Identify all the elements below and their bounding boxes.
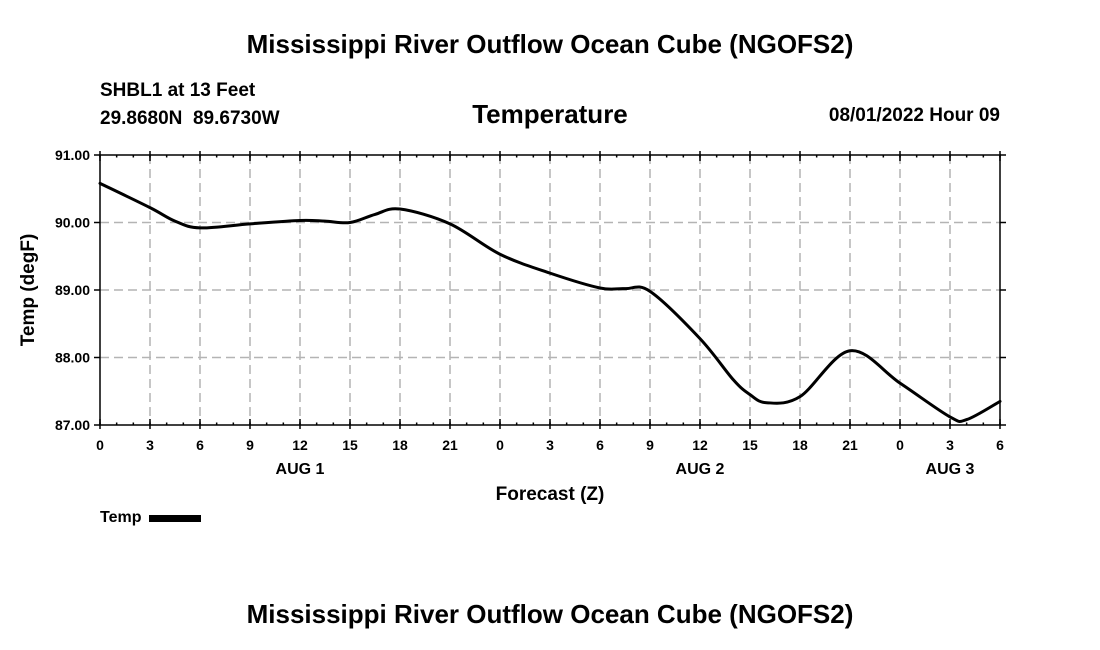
station-name: SHBL1 at 13 Feet bbox=[100, 80, 256, 101]
x-tick-label: 21 bbox=[442, 437, 458, 453]
y-tick-label: 87.00 bbox=[55, 417, 90, 433]
legend-line-swatch bbox=[149, 514, 202, 522]
legend-label: Temp bbox=[100, 509, 142, 526]
temp-series-line bbox=[98, 181, 1002, 423]
x-tick-label: 0 bbox=[896, 437, 904, 453]
station-info: SHBL1 at 13 Feet 29.8680N 89.6730W bbox=[100, 77, 280, 133]
grid-layer bbox=[100, 155, 1000, 425]
y-axis-title: Temp (degF) bbox=[18, 234, 39, 347]
x-tick-label: 12 bbox=[292, 437, 308, 453]
x-tick-label: 15 bbox=[742, 437, 758, 453]
x-day-label: AUG 3 bbox=[926, 461, 975, 478]
x-tick-label: 6 bbox=[196, 437, 204, 453]
x-tick-label: 18 bbox=[792, 437, 808, 453]
x-day-label: AUG 1 bbox=[276, 461, 325, 478]
forecast-datetime: 08/01/2022 Hour 09 bbox=[828, 105, 1000, 126]
y-tick-label: 90.00 bbox=[55, 215, 90, 231]
x-tick-label: 21 bbox=[842, 437, 858, 453]
x-day-label: AUG 2 bbox=[676, 461, 725, 478]
legend: Temp bbox=[100, 509, 202, 527]
x-tick-label: 6 bbox=[996, 437, 1004, 453]
footer-title: Mississippi River Outflow Ocean Cube (NG… bbox=[246, 599, 854, 629]
y-tick-label: 88.00 bbox=[55, 350, 90, 366]
x-tick-label: 3 bbox=[146, 437, 154, 453]
chart-main-title: Mississippi River Outflow Ocean Cube (NG… bbox=[246, 29, 854, 59]
tick-layer bbox=[94, 151, 1006, 429]
x-tick-label: 0 bbox=[496, 437, 504, 453]
x-tick-label: 3 bbox=[946, 437, 954, 453]
chart-subtitle: Temperature bbox=[472, 99, 628, 129]
x-tick-label: 18 bbox=[392, 437, 408, 453]
y-tick-label: 89.00 bbox=[55, 282, 90, 298]
x-tick-label: 0 bbox=[96, 437, 104, 453]
y-tick-label: 91.00 bbox=[55, 147, 90, 163]
x-tick-label: 6 bbox=[596, 437, 604, 453]
x-tick-label: 3 bbox=[546, 437, 554, 453]
x-tick-label: 9 bbox=[646, 437, 654, 453]
x-tick-label: 12 bbox=[692, 437, 708, 453]
x-tick-label: 15 bbox=[342, 437, 358, 453]
label-layer: 87.00 88.00 89.00 90.00 91.00 0 3 6 9 12 15 18 21 0 3 6… bbox=[55, 147, 1004, 478]
station-coordinates: 29.8680N 89.6730W bbox=[100, 108, 280, 129]
x-axis-title: Forecast (Z) bbox=[496, 484, 605, 505]
x-tick-label: 9 bbox=[246, 437, 254, 453]
